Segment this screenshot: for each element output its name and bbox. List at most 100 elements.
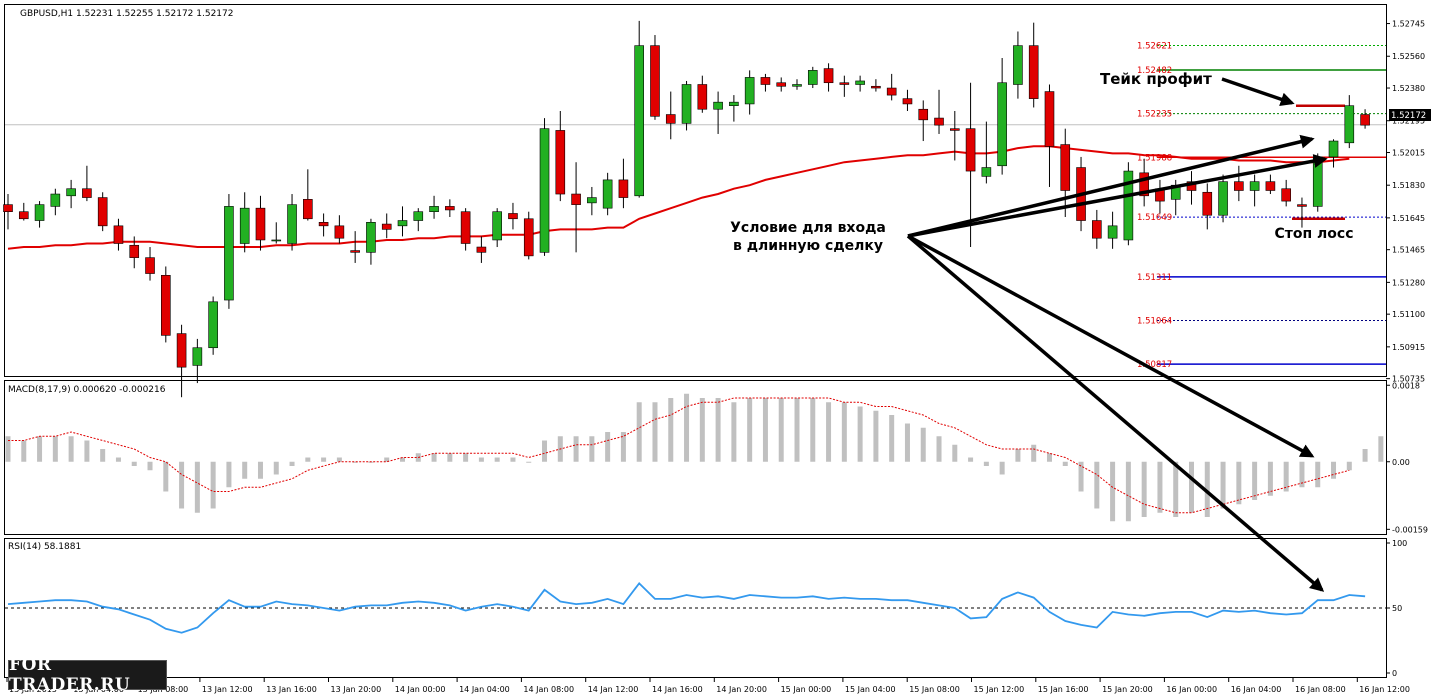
level-label: 1.52235: [1137, 110, 1172, 120]
macd-bar: [952, 444, 958, 462]
candle: [855, 75, 865, 92]
macd-bar: [147, 461, 153, 471]
candle-body: [413, 211, 424, 221]
macd-bar: [873, 410, 879, 462]
time-tick-label: 16 Jan 08:00: [1295, 685, 1346, 694]
macd-bar: [999, 461, 1005, 475]
candle: [1218, 174, 1228, 223]
macd-bar: [210, 461, 216, 509]
macd-bar: [1141, 461, 1147, 517]
macd-bar: [605, 432, 611, 462]
stop-loss-label: Стоп лосс: [1274, 226, 1353, 242]
time-tick-label: 13 Jan 20:00: [331, 685, 382, 694]
current-price-text: 1.52172: [1391, 111, 1426, 121]
candle: [871, 79, 881, 92]
current-price-badge: [1389, 109, 1431, 121]
macd-tick-label: 0.0018: [1392, 381, 1420, 390]
macd-bar: [699, 398, 705, 462]
candle-body: [1281, 188, 1291, 202]
macd-bar: [1283, 461, 1289, 492]
candle-body: [334, 225, 345, 239]
macd-bar: [37, 436, 43, 462]
candle-body: [366, 222, 376, 253]
candle: [539, 118, 550, 256]
macd-bar: [620, 432, 626, 462]
candle-body: [1123, 170, 1134, 241]
candle-body: [1312, 156, 1323, 207]
candle: [34, 201, 45, 228]
macd-bar: [684, 393, 690, 462]
candle-body: [1092, 220, 1102, 239]
candle: [18, 202, 29, 221]
macd-bar: [904, 423, 910, 462]
candle: [381, 213, 392, 239]
candle-body: [50, 193, 61, 207]
candle-body: [476, 246, 487, 253]
rsi-tick-label: 0: [1392, 669, 1397, 678]
macd-signal-line: [8, 397, 1350, 514]
macd-bar: [21, 440, 27, 462]
candle-body: [792, 84, 802, 87]
candle-body: [587, 197, 597, 204]
macd-tick-label: -0.00159: [1392, 525, 1428, 534]
candle: [602, 172, 613, 216]
candle-body: [1234, 181, 1244, 191]
candle-body: [918, 108, 929, 121]
candle: [208, 296, 218, 355]
candle: [1060, 128, 1071, 217]
time-tick-label: 14 Jan 08:00: [523, 685, 574, 694]
candle: [239, 192, 250, 253]
macd-bar: [573, 436, 579, 462]
price-tick-label: 1.50915: [1392, 343, 1425, 352]
candle: [476, 236, 487, 263]
candle: [697, 75, 708, 113]
candle-body: [460, 211, 471, 244]
macd-bar: [1157, 461, 1163, 513]
macd-bar: [778, 398, 784, 462]
level-lines: 1.52621 1.52482 1.52235 1.51988 1.51649 1.513…: [5, 41, 1386, 370]
candle-body: [981, 167, 992, 177]
macd-bar: [1173, 461, 1179, 517]
macd-bar: [1031, 444, 1037, 462]
macd-bar: [1315, 461, 1321, 488]
candle-body: [3, 204, 13, 212]
arrow-entry-macd: [907, 234, 1315, 458]
candle: [460, 208, 471, 251]
candle: [413, 208, 424, 232]
candle-body: [255, 207, 266, 241]
candle: [3, 194, 13, 230]
candle-body: [855, 80, 865, 85]
macd-bar: [1378, 436, 1384, 462]
time-tick-label: 14 Jan 12:00: [588, 685, 639, 694]
time-tick-label: 14 Jan 00:00: [395, 685, 446, 694]
candle: [744, 70, 755, 115]
time-tick-label: 14 Jan 20:00: [716, 685, 767, 694]
price-tick-label: 1.52560: [1392, 52, 1425, 61]
candle: [1139, 158, 1149, 207]
candle-body: [397, 220, 408, 227]
candle-body: [66, 188, 76, 197]
macd-bar: [1094, 461, 1100, 509]
macd-bar: [1204, 461, 1210, 517]
time-tick-label: 14 Jan 16:00: [652, 685, 703, 694]
rsi-label: RSI(14) 58.1881: [8, 542, 81, 552]
candle-body: [239, 207, 250, 244]
macd-bar: [1062, 461, 1068, 466]
candle: [1202, 183, 1213, 230]
macd-bar: [431, 453, 437, 462]
candle: [50, 188, 61, 216]
level-label: 1.51988: [1137, 153, 1172, 163]
candle: [1328, 139, 1339, 168]
candle: [350, 231, 360, 263]
time-tick-label: 15 Jan 00:00: [781, 685, 832, 694]
macd-bar: [841, 402, 847, 462]
candles: [3, 20, 1370, 398]
candle-body: [886, 87, 897, 96]
time-tick-label: 15 Jan 16:00: [1038, 685, 1089, 694]
macd-bar: [1267, 461, 1273, 496]
macd-bar: [1078, 461, 1084, 492]
candle-body: [1139, 172, 1149, 197]
macd-bar: [321, 457, 327, 462]
candle-body: [224, 206, 234, 301]
candle: [523, 211, 534, 260]
